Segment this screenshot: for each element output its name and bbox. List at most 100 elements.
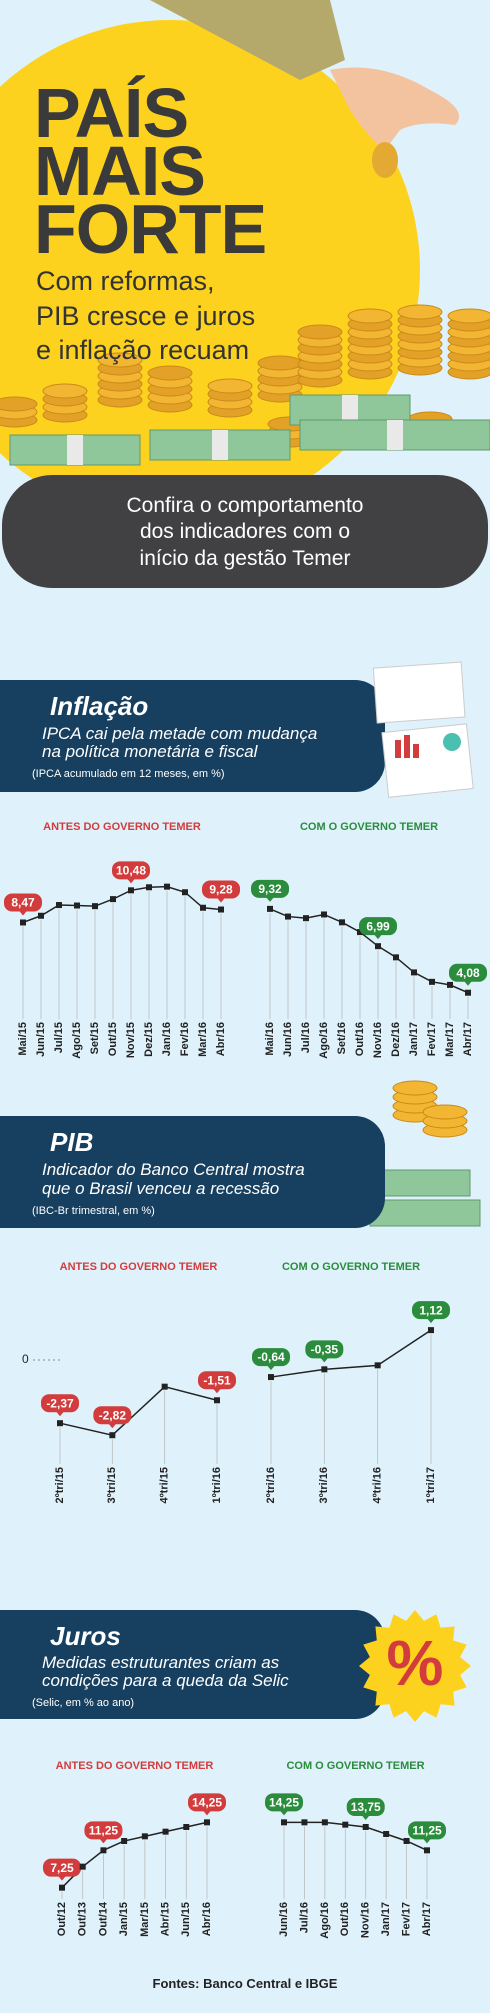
point	[57, 1420, 63, 1427]
label-bubble	[449, 963, 487, 982]
point	[128, 887, 134, 894]
x-tick-label: Jan/17	[380, 1902, 392, 1936]
banner-line: Confira o comportamento	[127, 494, 364, 517]
section-band	[0, 680, 385, 792]
money-band	[342, 395, 358, 425]
money-stack	[369, 1199, 481, 1227]
value-label: 11,25	[412, 1824, 442, 1838]
x-tick-label: 4ºtri/15	[159, 1467, 171, 1503]
panel-title: ANTES DO GOVERNO TEMER	[60, 1261, 218, 1273]
x-tick-label: Ago/16	[318, 1022, 330, 1059]
point	[200, 904, 206, 911]
coin	[422, 1104, 468, 1120]
point	[342, 1821, 349, 1828]
section-note: (Selic, em % ao ano)	[32, 1697, 134, 1709]
doc-bar	[413, 744, 419, 758]
value-label: 4,08	[456, 966, 480, 980]
point	[428, 1327, 434, 1334]
label-bubble	[43, 1858, 81, 1877]
subtitle-line: PIB cresce e juros	[36, 301, 255, 331]
x-tick-label: Abr/16	[201, 1902, 213, 1936]
line	[61, 1821, 208, 1889]
panel-title: COM O GOVERNO TEMER	[286, 1760, 424, 1772]
value-label: -2,82	[99, 1408, 127, 1422]
point	[146, 884, 152, 891]
point	[429, 978, 435, 985]
x-tick-label: Fev/16	[179, 1022, 191, 1056]
value-label: 14,25	[192, 1796, 222, 1810]
point	[465, 989, 471, 996]
doc-icon	[372, 661, 466, 724]
point	[100, 1847, 107, 1854]
x-tick-label: Jul/16	[298, 1902, 310, 1933]
value-label: -0,35	[311, 1343, 339, 1357]
coin	[397, 304, 443, 320]
point	[285, 913, 291, 920]
coin	[297, 324, 343, 340]
point	[141, 1833, 148, 1840]
label-bubble	[84, 1821, 123, 1840]
x-tick-label: 1ºtri/16	[211, 1467, 223, 1503]
point	[321, 1819, 328, 1826]
x-tick-label: Out/16	[354, 1022, 366, 1056]
x-tick-label: 3ºtri/15	[106, 1467, 118, 1503]
coin	[257, 355, 303, 371]
x-tick-label: Ago/15	[71, 1022, 83, 1059]
x-tick-label: Out/16	[339, 1902, 351, 1936]
coin	[42, 383, 88, 399]
x-tick-label: 4ºtri/16	[372, 1467, 384, 1503]
label-bubble	[188, 1793, 226, 1812]
value-label: 11,25	[89, 1824, 119, 1838]
point	[59, 1884, 65, 1891]
x-tick-label: Out/14	[97, 1901, 109, 1936]
point	[281, 1819, 287, 1826]
banner-line: início da gestão Temer	[140, 547, 351, 570]
section-title: Inflação	[50, 691, 148, 721]
y-tick-label: 0	[22, 1352, 29, 1366]
banner-line: dos indicadores com o	[140, 520, 350, 543]
doc-bar	[404, 735, 410, 758]
x-tick-label: Jul/16	[300, 1022, 312, 1053]
x-tick-label: 1ºtri/17	[425, 1467, 437, 1503]
coin	[372, 142, 398, 178]
value-label: 9,32	[258, 882, 282, 896]
coin	[392, 1080, 438, 1096]
coin	[0, 396, 38, 412]
x-tick-label: Mar/15	[139, 1902, 151, 1937]
section-title: PIB	[50, 1127, 93, 1157]
point	[357, 929, 363, 936]
x-tick-label: Out/13	[77, 1902, 89, 1936]
point	[303, 915, 309, 922]
section-note: (IPCA acumulado em 12 meses, em %)	[32, 768, 225, 780]
source: Fontes: Banco Central e IBGE	[153, 1976, 338, 1991]
panel-title: COM O GOVERNO TEMER	[282, 1261, 420, 1273]
point	[411, 969, 417, 976]
label-bubble	[41, 1394, 79, 1413]
section-subtitle: na política monetária e fiscal	[42, 742, 259, 761]
point	[321, 1366, 328, 1373]
section-band	[0, 1116, 385, 1228]
panel-title: ANTES DO GOVERNO TEMER	[56, 1760, 214, 1772]
coin	[347, 308, 393, 324]
x-tick-label: Jan/17	[408, 1022, 420, 1056]
panel-title: ANTES DO GOVERNO TEMER	[43, 821, 201, 833]
value-label: 6,99	[366, 919, 390, 933]
x-tick-label: Abr/17	[421, 1902, 433, 1936]
value-label: 14,25	[269, 1796, 299, 1810]
x-tick-label: Jul/15	[53, 1022, 65, 1053]
money-band	[212, 430, 228, 460]
point	[162, 1828, 169, 1835]
section-subtitle: que o Brasil venceu a recessão	[42, 1179, 279, 1198]
x-tick-label: Jan/16	[161, 1022, 173, 1056]
point	[38, 912, 44, 919]
hand	[330, 67, 460, 150]
point	[161, 1383, 168, 1390]
point	[374, 1362, 381, 1369]
x-tick-label: Abr/17	[462, 1022, 474, 1056]
title-line: FORTE	[34, 190, 266, 268]
label-bubble	[4, 893, 42, 912]
coin	[447, 308, 490, 324]
x-tick-label: Abr/16	[215, 1022, 227, 1056]
label-bubble	[202, 880, 240, 899]
